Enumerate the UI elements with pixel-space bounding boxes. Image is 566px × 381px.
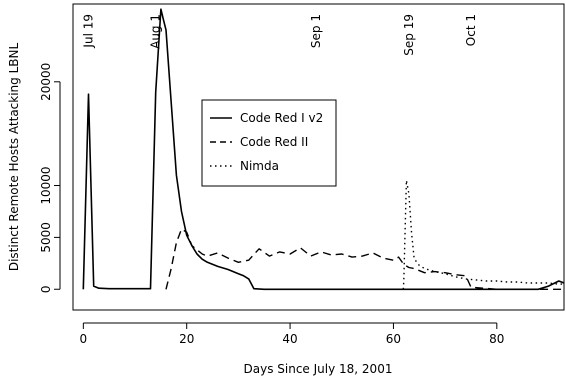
series-group: [82, 8, 564, 291]
x-tick-label: 40: [282, 332, 297, 346]
y-tick-label: 10000: [39, 166, 53, 204]
series-line-1: [82, 8, 564, 291]
x-tick-label: 20: [179, 332, 194, 346]
y-tick-label: 20000: [39, 63, 53, 101]
annotation-label: Sep 1: [309, 14, 323, 48]
y-axis-label: Distinct Remote Hosts Attacking LBNL: [7, 43, 21, 272]
y-tick-label: 0: [39, 285, 53, 293]
annotation-label: Oct 1: [464, 14, 478, 46]
x-axis-label: Days Since July 18, 2001: [244, 362, 393, 376]
y-tick-label: 5000: [39, 222, 53, 253]
y-axis: 0 5000 10000 20000: [39, 63, 61, 293]
date-annotations: Jul 19 Aug 1 Sep 1 Sep 19 Oct 1: [82, 14, 478, 56]
legend-label: Code Red II: [240, 135, 308, 149]
x-axis: 0 20 40 60 80: [80, 322, 504, 346]
legend: Code Red I v2 Code Red II Nimda: [201, 99, 337, 187]
series-line-3: [402, 179, 564, 290]
plot-frame: [72, 3, 565, 311]
legend-label: Nimda: [240, 159, 279, 173]
legend-box: [201, 99, 337, 187]
series-line-2: [165, 228, 564, 290]
x-tick-label: 60: [386, 332, 401, 346]
annotation-label: Jul 19: [82, 14, 96, 49]
annotation-label: Sep 19: [402, 14, 416, 56]
legend-label: Code Red I v2: [240, 111, 323, 125]
x-tick-label: 0: [80, 332, 88, 346]
x-tick-label: 80: [489, 332, 504, 346]
